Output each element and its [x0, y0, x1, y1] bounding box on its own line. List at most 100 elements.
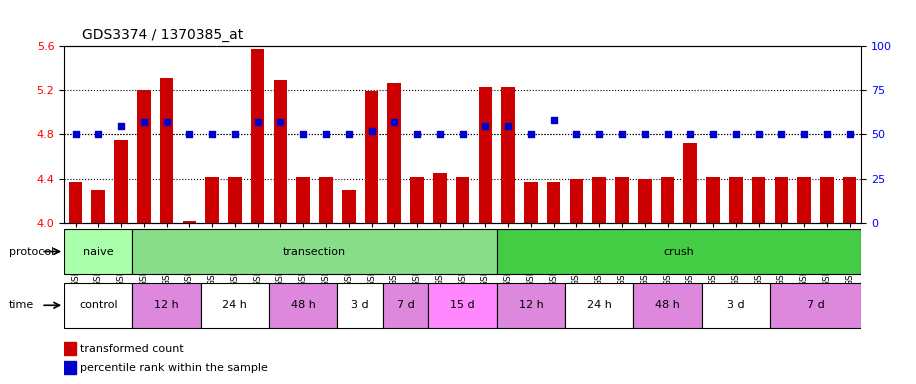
Point	[227, 131, 242, 137]
Point	[705, 131, 720, 137]
Point	[524, 131, 539, 137]
FancyBboxPatch shape	[64, 229, 133, 274]
Bar	[752, 177, 766, 223]
Bar	[137, 90, 150, 223]
FancyBboxPatch shape	[201, 283, 269, 328]
FancyBboxPatch shape	[269, 283, 337, 328]
Bar	[205, 177, 219, 223]
Bar	[387, 83, 401, 223]
Bar	[843, 177, 856, 223]
Point	[273, 119, 288, 125]
FancyBboxPatch shape	[337, 283, 383, 328]
Text: 12 h: 12 h	[154, 300, 179, 310]
Text: 7 d: 7 d	[807, 300, 824, 310]
Point	[250, 119, 265, 125]
Text: 7 d: 7 d	[397, 300, 415, 310]
Bar	[524, 182, 538, 223]
Bar	[478, 87, 492, 223]
Text: transformed count: transformed count	[80, 344, 184, 354]
Bar	[365, 91, 378, 223]
Point	[843, 131, 857, 137]
Bar	[775, 177, 788, 223]
Bar	[501, 87, 515, 223]
Point	[114, 122, 128, 129]
Point	[136, 119, 151, 125]
FancyBboxPatch shape	[702, 283, 770, 328]
Point	[683, 131, 698, 137]
FancyBboxPatch shape	[565, 283, 633, 328]
Text: 12 h: 12 h	[518, 300, 543, 310]
Text: transection: transection	[283, 247, 346, 257]
Bar	[683, 143, 697, 223]
Point	[159, 119, 174, 125]
Bar	[410, 177, 424, 223]
Text: 48 h: 48 h	[655, 300, 680, 310]
FancyBboxPatch shape	[429, 283, 496, 328]
Bar	[92, 190, 105, 223]
Point	[728, 131, 743, 137]
Point	[501, 122, 516, 129]
Point	[797, 131, 812, 137]
Text: GDS3374 / 1370385_at: GDS3374 / 1370385_at	[82, 28, 244, 42]
FancyBboxPatch shape	[64, 283, 133, 328]
Text: 3 d: 3 d	[727, 300, 745, 310]
Text: percentile rank within the sample: percentile rank within the sample	[80, 363, 268, 373]
Bar	[319, 177, 333, 223]
Text: 24 h: 24 h	[223, 300, 247, 310]
Point	[546, 117, 561, 123]
Bar	[729, 177, 743, 223]
Point	[342, 131, 356, 137]
Bar	[570, 179, 583, 223]
Bar	[64, 361, 76, 374]
Point	[205, 131, 220, 137]
Bar	[297, 177, 310, 223]
Bar	[660, 177, 674, 223]
FancyBboxPatch shape	[770, 283, 861, 328]
FancyBboxPatch shape	[633, 283, 702, 328]
Bar	[159, 78, 173, 223]
Point	[592, 131, 606, 137]
Point	[387, 119, 401, 125]
Point	[319, 131, 333, 137]
Text: crush: crush	[663, 247, 694, 257]
Point	[182, 131, 197, 137]
Text: 24 h: 24 h	[587, 300, 612, 310]
Bar	[274, 80, 288, 223]
Bar	[820, 177, 834, 223]
Bar	[547, 182, 561, 223]
Point	[774, 131, 789, 137]
Text: protocol: protocol	[9, 247, 54, 257]
Point	[91, 131, 105, 137]
Text: naive: naive	[83, 247, 114, 257]
Point	[296, 131, 311, 137]
FancyBboxPatch shape	[133, 229, 496, 274]
Bar	[114, 140, 128, 223]
Point	[365, 128, 379, 134]
Point	[409, 131, 424, 137]
FancyBboxPatch shape	[496, 283, 565, 328]
Point	[820, 131, 834, 137]
Bar	[228, 177, 242, 223]
Bar	[616, 177, 628, 223]
Bar	[797, 177, 811, 223]
Point	[638, 131, 652, 137]
Point	[569, 131, 583, 137]
Bar	[456, 177, 469, 223]
Bar	[638, 179, 651, 223]
Point	[615, 131, 629, 137]
Bar	[69, 182, 82, 223]
Text: 15 d: 15 d	[451, 300, 474, 310]
Point	[478, 122, 493, 129]
Bar	[64, 342, 76, 355]
Text: 3 d: 3 d	[352, 300, 369, 310]
Point	[68, 131, 82, 137]
FancyBboxPatch shape	[133, 283, 201, 328]
Point	[660, 131, 675, 137]
Bar	[706, 177, 720, 223]
Text: 48 h: 48 h	[290, 300, 316, 310]
FancyBboxPatch shape	[496, 229, 861, 274]
Text: control: control	[79, 300, 117, 310]
Bar	[342, 190, 355, 223]
Text: time: time	[9, 300, 35, 310]
Point	[432, 131, 447, 137]
